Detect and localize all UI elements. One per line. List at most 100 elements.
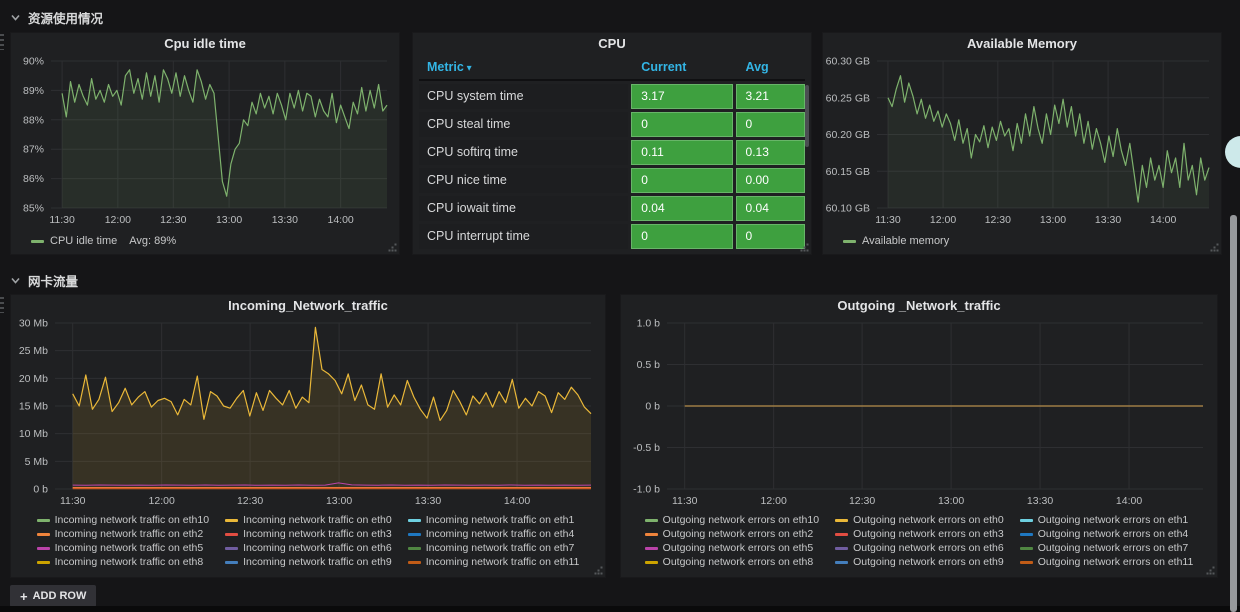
legend-item[interactable]: Outgoing network errors on eth1	[1020, 514, 1194, 526]
table-row: CPU system time3.173.21	[419, 84, 805, 109]
svg-text:12:00: 12:00	[761, 495, 787, 507]
legend-color-dash	[225, 519, 238, 522]
available-memory-chart[interactable]: 60.30 GB60.25 GB60.20 GB60.15 GB60.10 GB…	[823, 55, 1221, 230]
available-memory-legend[interactable]: Available memory	[823, 230, 1221, 252]
svg-text:1.0 b: 1.0 b	[637, 318, 661, 330]
legend-item[interactable]: Incoming network traffic on eth6	[225, 542, 392, 554]
panel-resize-handle[interactable]	[594, 566, 603, 575]
legend-item[interactable]: Incoming network traffic on eth10	[37, 514, 209, 526]
next-row-edge	[0, 606, 1240, 612]
table-header-metric[interactable]: Metric ▾	[419, 55, 628, 81]
incoming-traffic-chart[interactable]: 30 Mb25 Mb20 Mb15 Mb10 Mb5 Mb0 b11:3012:…	[11, 317, 605, 511]
svg-text:88%: 88%	[23, 114, 44, 126]
legend-item[interactable]: Incoming network traffic on eth5	[37, 542, 209, 554]
legend-label: Incoming network traffic on eth7	[426, 542, 575, 554]
legend-item[interactable]: Outgoing network errors on eth9	[835, 556, 1004, 568]
legend-label: Outgoing network errors on eth3	[853, 528, 1004, 540]
table-row: CPU interrupt time00	[419, 224, 805, 249]
svg-text:-1.0 b: -1.0 b	[633, 484, 660, 496]
legend-color-dash	[835, 519, 848, 522]
table-header-avg[interactable]: Avg	[736, 55, 805, 81]
legend-item[interactable]: Outgoing network errors on eth7	[1020, 542, 1194, 554]
legend-item[interactable]: Outgoing network errors on eth6	[835, 542, 1004, 554]
table-cell-value: 0	[736, 112, 805, 137]
legend-avg-value: Avg: 89%	[129, 235, 176, 247]
legend-color-dash	[225, 561, 238, 564]
legend-color-dash	[645, 547, 658, 550]
table-cell-metric: CPU steal time	[419, 112, 628, 137]
legend-item[interactable]: Outgoing network errors on eth2	[645, 528, 819, 540]
legend-label: Outgoing network errors on eth0	[853, 514, 1004, 526]
legend-label: Incoming network traffic on eth8	[55, 556, 204, 568]
row-menu-handle[interactable]	[0, 34, 4, 50]
legend-color-dash	[225, 547, 238, 550]
table-cell-value: 3.17	[631, 84, 732, 109]
panel-title[interactable]: Outgoing _Network_traffic	[621, 295, 1217, 317]
table-cell-metric: CPU softirq time	[419, 140, 628, 165]
legend-label: Outgoing network errors on eth7	[1038, 542, 1189, 554]
svg-text:13:30: 13:30	[272, 214, 298, 226]
svg-text:12:30: 12:30	[237, 495, 263, 507]
panel-incoming-network-traffic: Incoming_Network_traffic 30 Mb25 Mb20 Mb…	[10, 294, 606, 578]
svg-text:60.20 GB: 60.20 GB	[826, 129, 870, 141]
legend-item[interactable]: Incoming network traffic on eth0	[225, 514, 392, 526]
legend-item[interactable]: Outgoing network errors on eth10	[645, 514, 819, 526]
panel-resize-handle[interactable]	[1210, 243, 1219, 252]
legend-item[interactable]: Incoming network traffic on eth8	[37, 556, 209, 568]
row-header-network-traffic[interactable]: 网卡流量	[10, 271, 78, 290]
legend-item[interactable]: Outgoing network errors on eth11	[1020, 556, 1194, 568]
table-cell-metric: CPU nice time	[419, 168, 628, 193]
row-menu-handle[interactable]	[0, 297, 4, 313]
legend-color-dash	[37, 561, 50, 564]
table-header-current[interactable]: Current	[631, 55, 732, 81]
outgoing-traffic-chart[interactable]: 1.0 b0.5 b0 b-0.5 b-1.0 b11:3012:0012:30…	[621, 317, 1217, 511]
legend-item[interactable]: Incoming network traffic on eth4	[408, 528, 580, 540]
row-header-resource-usage[interactable]: 资源使用情况	[10, 8, 103, 27]
legend-color-dash	[225, 533, 238, 536]
legend-item[interactable]: Outgoing network errors on eth5	[645, 542, 819, 554]
legend-label: Available memory	[862, 235, 949, 247]
legend-item[interactable]: Outgoing network errors on eth4	[1020, 528, 1194, 540]
svg-text:13:30: 13:30	[1095, 214, 1121, 226]
legend-item[interactable]: Outgoing network errors on eth0	[835, 514, 1004, 526]
panel-title[interactable]: Available Memory	[823, 33, 1221, 55]
svg-text:15 Mb: 15 Mb	[19, 401, 48, 413]
legend-item[interactable]: Outgoing network errors on eth8	[645, 556, 819, 568]
legend-item[interactable]: Incoming network traffic on eth11	[408, 556, 580, 568]
legend-item[interactable]: Incoming network traffic on eth1	[408, 514, 580, 526]
panel-available-memory: Available Memory 60.30 GB60.25 GB60.20 G…	[822, 32, 1222, 255]
svg-text:14:00: 14:00	[1116, 495, 1142, 507]
legend-label: Incoming network traffic on eth1	[426, 514, 575, 526]
legend-label: Outgoing network errors on eth5	[663, 542, 814, 554]
legend-item[interactable]: Incoming network traffic on eth3	[225, 528, 392, 540]
panel-title[interactable]: Cpu idle time	[11, 33, 399, 55]
svg-text:14:00: 14:00	[504, 495, 530, 507]
svg-text:13:30: 13:30	[1027, 495, 1053, 507]
vertical-scrollbar[interactable]	[1230, 215, 1237, 612]
legend-label: Outgoing network errors on eth2	[663, 528, 814, 540]
legend-label: Outgoing network errors on eth11	[1038, 556, 1194, 568]
legend-color-dash	[408, 547, 421, 550]
panel-title[interactable]: Incoming_Network_traffic	[11, 295, 605, 317]
add-row-button[interactable]: + ADD ROW	[10, 585, 96, 607]
legend-item[interactable]: Outgoing network errors on eth3	[835, 528, 1004, 540]
svg-text:12:00: 12:00	[105, 214, 131, 226]
table-cell-value: 0	[631, 224, 732, 249]
legend-color-dash	[408, 519, 421, 522]
panel-resize-handle[interactable]	[388, 243, 397, 252]
legend-item[interactable]: Incoming network traffic on eth7	[408, 542, 580, 554]
svg-text:25 Mb: 25 Mb	[19, 345, 48, 357]
panel-resize-handle[interactable]	[1206, 566, 1215, 575]
panel-title[interactable]: CPU	[413, 33, 811, 55]
table-row: CPU softirq time0.110.13	[419, 140, 805, 165]
svg-text:12:30: 12:30	[160, 214, 186, 226]
legend-color-dash	[843, 240, 856, 243]
legend-item[interactable]: Incoming network traffic on eth9	[225, 556, 392, 568]
legend-color-dash	[835, 547, 848, 550]
cpu-idle-chart[interactable]: 90%89%88%87%86%85%11:3012:0012:3013:0013…	[11, 55, 399, 230]
table-scrollbar-thumb[interactable]	[805, 85, 809, 147]
legend-item[interactable]: Incoming network traffic on eth2	[37, 528, 209, 540]
cpu-idle-legend[interactable]: CPU idle time Avg: 89%	[11, 230, 399, 252]
panel-resize-handle[interactable]	[800, 243, 809, 252]
help-bubble[interactable]	[1225, 136, 1240, 168]
